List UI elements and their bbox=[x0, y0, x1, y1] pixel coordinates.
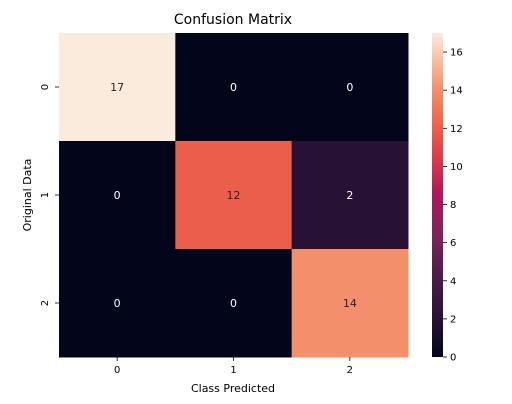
heatmap-cell bbox=[175, 33, 293, 142]
heatmap-cell bbox=[59, 141, 176, 250]
x-axis-ticks: 0 1 2 bbox=[114, 357, 353, 376]
cell-value-label: 12 bbox=[227, 189, 241, 202]
y-axis-ticks: 0 1 2 bbox=[40, 84, 59, 306]
colorbar-ticks: 0 2 4 6 8 10 12 14 16 bbox=[443, 48, 463, 364]
heatmap-cell bbox=[59, 33, 176, 142]
heatmap-cells: 17 0 0 0 12 2 0 0 14 bbox=[59, 33, 409, 358]
colorbar-tick-label: 10 bbox=[450, 162, 463, 173]
colorbar-tick-label: 14 bbox=[450, 86, 463, 97]
colorbar-tick-label: 16 bbox=[450, 48, 463, 59]
x-tick-label: 2 bbox=[347, 365, 353, 376]
colorbar-tick-label: 2 bbox=[450, 314, 456, 325]
heatmap-cell bbox=[291, 33, 409, 142]
cell-value-label: 0 bbox=[230, 297, 237, 310]
heatmap-cell bbox=[175, 249, 293, 358]
colorbar-tick-label: 8 bbox=[450, 200, 456, 211]
heatmap-cell bbox=[291, 141, 409, 250]
colorbar-tick-label: 6 bbox=[450, 238, 456, 249]
cell-value-label: 0 bbox=[114, 189, 121, 202]
y-tick-label: 1 bbox=[40, 192, 51, 198]
cell-value-label: 2 bbox=[346, 189, 353, 202]
chart-title: Confusion Matrix bbox=[174, 12, 292, 28]
heatmap-cell bbox=[59, 249, 176, 358]
cell-value-label: 14 bbox=[343, 297, 357, 310]
colorbar-tick-label: 12 bbox=[450, 124, 463, 135]
cell-value-label: 0 bbox=[346, 81, 353, 94]
x-tick-label: 1 bbox=[230, 365, 236, 376]
cell-value-label: 0 bbox=[230, 81, 237, 94]
colorbar-tick-label: 0 bbox=[450, 353, 456, 364]
heatmap-cell bbox=[291, 249, 409, 358]
colorbar bbox=[432, 33, 443, 357]
cell-value-label: 17 bbox=[110, 81, 124, 94]
y-axis-label: Original Data bbox=[21, 159, 34, 232]
y-tick-label: 0 bbox=[40, 84, 51, 90]
y-tick-label: 2 bbox=[40, 300, 51, 306]
x-axis-label: Class Predicted bbox=[191, 382, 275, 395]
colorbar-tick-label: 4 bbox=[450, 276, 456, 287]
heatmap-cell bbox=[175, 141, 293, 250]
cell-value-label: 0 bbox=[114, 297, 121, 310]
x-tick-label: 0 bbox=[114, 365, 120, 376]
